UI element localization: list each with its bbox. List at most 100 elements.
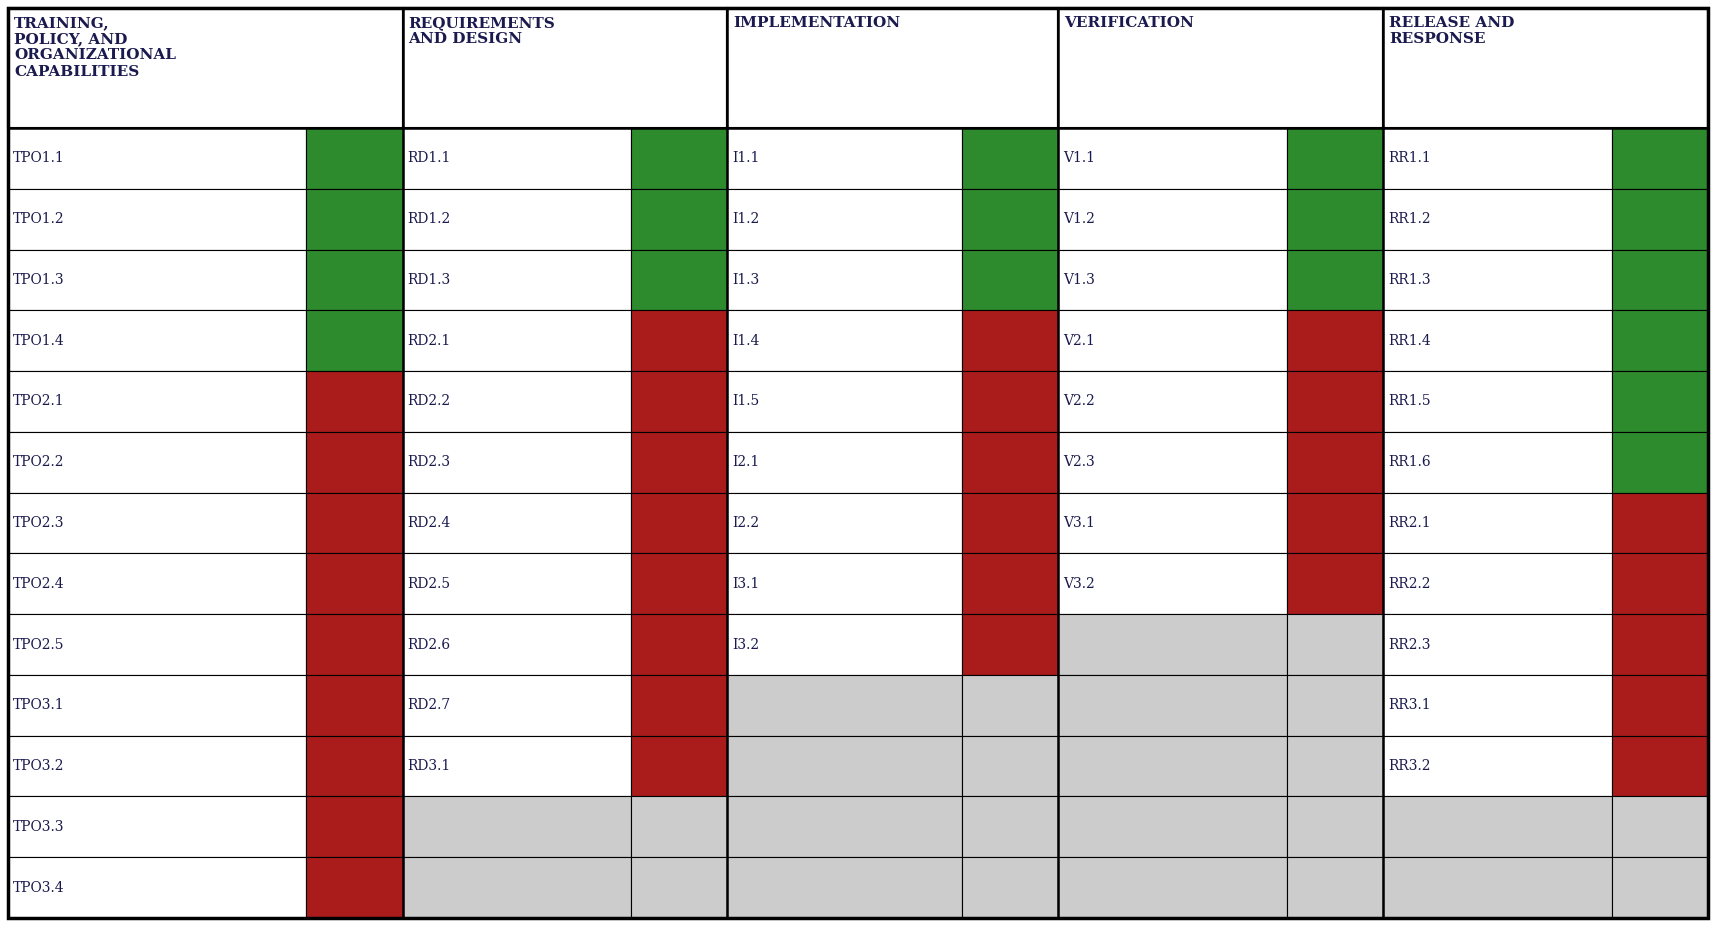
Bar [631, 493, 728, 554]
Bar [403, 735, 631, 796]
Text: I3.1: I3.1 [733, 577, 760, 591]
Text: RD3.1: RD3.1 [408, 759, 451, 773]
Text: I1.2: I1.2 [733, 212, 760, 226]
Text: RD1.1: RD1.1 [408, 151, 451, 166]
Bar [1059, 310, 1287, 371]
Bar [1611, 249, 1707, 310]
Text: V1.3: V1.3 [1064, 273, 1095, 287]
Bar [631, 735, 728, 796]
Bar [631, 310, 728, 371]
Text: RD2.3: RD2.3 [408, 456, 451, 469]
Bar [1611, 796, 1707, 857]
Bar [307, 432, 403, 493]
Text: RD2.1: RD2.1 [408, 333, 451, 347]
Bar [403, 310, 631, 371]
Text: TPO3.1: TPO3.1 [14, 698, 65, 712]
Bar [9, 189, 307, 249]
Bar [307, 128, 403, 189]
Bar [728, 796, 963, 857]
Bar [1383, 249, 1611, 310]
Bar [728, 554, 963, 614]
Text: RR1.1: RR1.1 [1388, 151, 1431, 166]
Bar [1059, 371, 1287, 432]
Bar [1287, 189, 1383, 249]
Text: RD1.3: RD1.3 [408, 273, 451, 287]
Text: RR1.2: RR1.2 [1388, 212, 1431, 226]
Bar [963, 614, 1059, 675]
Bar [1287, 735, 1383, 796]
Text: TPO3.3: TPO3.3 [14, 820, 65, 833]
Bar [1059, 796, 1287, 857]
Text: RD2.6: RD2.6 [408, 637, 451, 652]
Text: I3.2: I3.2 [733, 637, 760, 652]
Bar [307, 735, 403, 796]
Bar [1383, 796, 1611, 857]
Bar [403, 857, 631, 918]
Bar [9, 128, 307, 189]
Bar [403, 8, 728, 128]
Bar [9, 310, 307, 371]
Bar [1383, 128, 1611, 189]
Text: RR1.3: RR1.3 [1388, 273, 1431, 287]
Bar [1059, 189, 1287, 249]
Text: TPO1.1: TPO1.1 [14, 151, 65, 166]
Bar [963, 493, 1059, 554]
Bar [1059, 493, 1287, 554]
Bar [1611, 493, 1707, 554]
Text: V3.2: V3.2 [1064, 577, 1095, 591]
Text: V1.1: V1.1 [1064, 151, 1095, 166]
Bar [1611, 128, 1707, 189]
Text: V1.2: V1.2 [1064, 212, 1095, 226]
Bar [307, 857, 403, 918]
Bar [1287, 249, 1383, 310]
Bar [728, 371, 963, 432]
Bar [9, 8, 403, 128]
Text: RR1.6: RR1.6 [1388, 456, 1431, 469]
Bar [963, 432, 1059, 493]
Bar [1611, 857, 1707, 918]
Text: I2.2: I2.2 [733, 516, 760, 530]
Bar [1287, 675, 1383, 735]
Bar [9, 493, 307, 554]
Bar [1383, 554, 1611, 614]
Text: RR1.5: RR1.5 [1388, 394, 1431, 408]
Text: TRAINING,
POLICY, AND
ORGANIZATIONAL
CAPABILITIES: TRAINING, POLICY, AND ORGANIZATIONAL CAP… [14, 16, 177, 79]
Bar [403, 128, 631, 189]
Bar [631, 371, 728, 432]
Bar [728, 614, 963, 675]
Text: TPO3.2: TPO3.2 [14, 759, 65, 773]
Text: RR2.1: RR2.1 [1388, 516, 1431, 530]
Bar [728, 857, 963, 918]
Bar [1287, 310, 1383, 371]
Bar [728, 735, 963, 796]
Text: TPO3.4: TPO3.4 [14, 881, 65, 895]
Text: V2.3: V2.3 [1064, 456, 1095, 469]
Bar [1059, 249, 1287, 310]
Bar [1383, 310, 1611, 371]
Bar [1383, 675, 1611, 735]
Text: VERIFICATION: VERIFICATION [1064, 16, 1194, 30]
Bar [631, 614, 728, 675]
Bar [1059, 554, 1287, 614]
Bar [9, 796, 307, 857]
Bar [1383, 614, 1611, 675]
Bar [307, 189, 403, 249]
Text: V3.1: V3.1 [1064, 516, 1095, 530]
Bar [9, 675, 307, 735]
Bar [307, 249, 403, 310]
Text: IMPLEMENTATION: IMPLEMENTATION [733, 16, 901, 30]
Bar [307, 796, 403, 857]
Bar [1287, 614, 1383, 675]
Text: RR3.1: RR3.1 [1388, 698, 1431, 712]
Bar [728, 675, 963, 735]
Bar [631, 432, 728, 493]
Bar [1611, 310, 1707, 371]
Text: I1.5: I1.5 [733, 394, 760, 408]
Bar [728, 8, 1059, 128]
Bar [631, 675, 728, 735]
Bar [9, 371, 307, 432]
Bar [9, 614, 307, 675]
Text: V2.2: V2.2 [1064, 394, 1095, 408]
Bar [403, 189, 631, 249]
Bar [9, 249, 307, 310]
